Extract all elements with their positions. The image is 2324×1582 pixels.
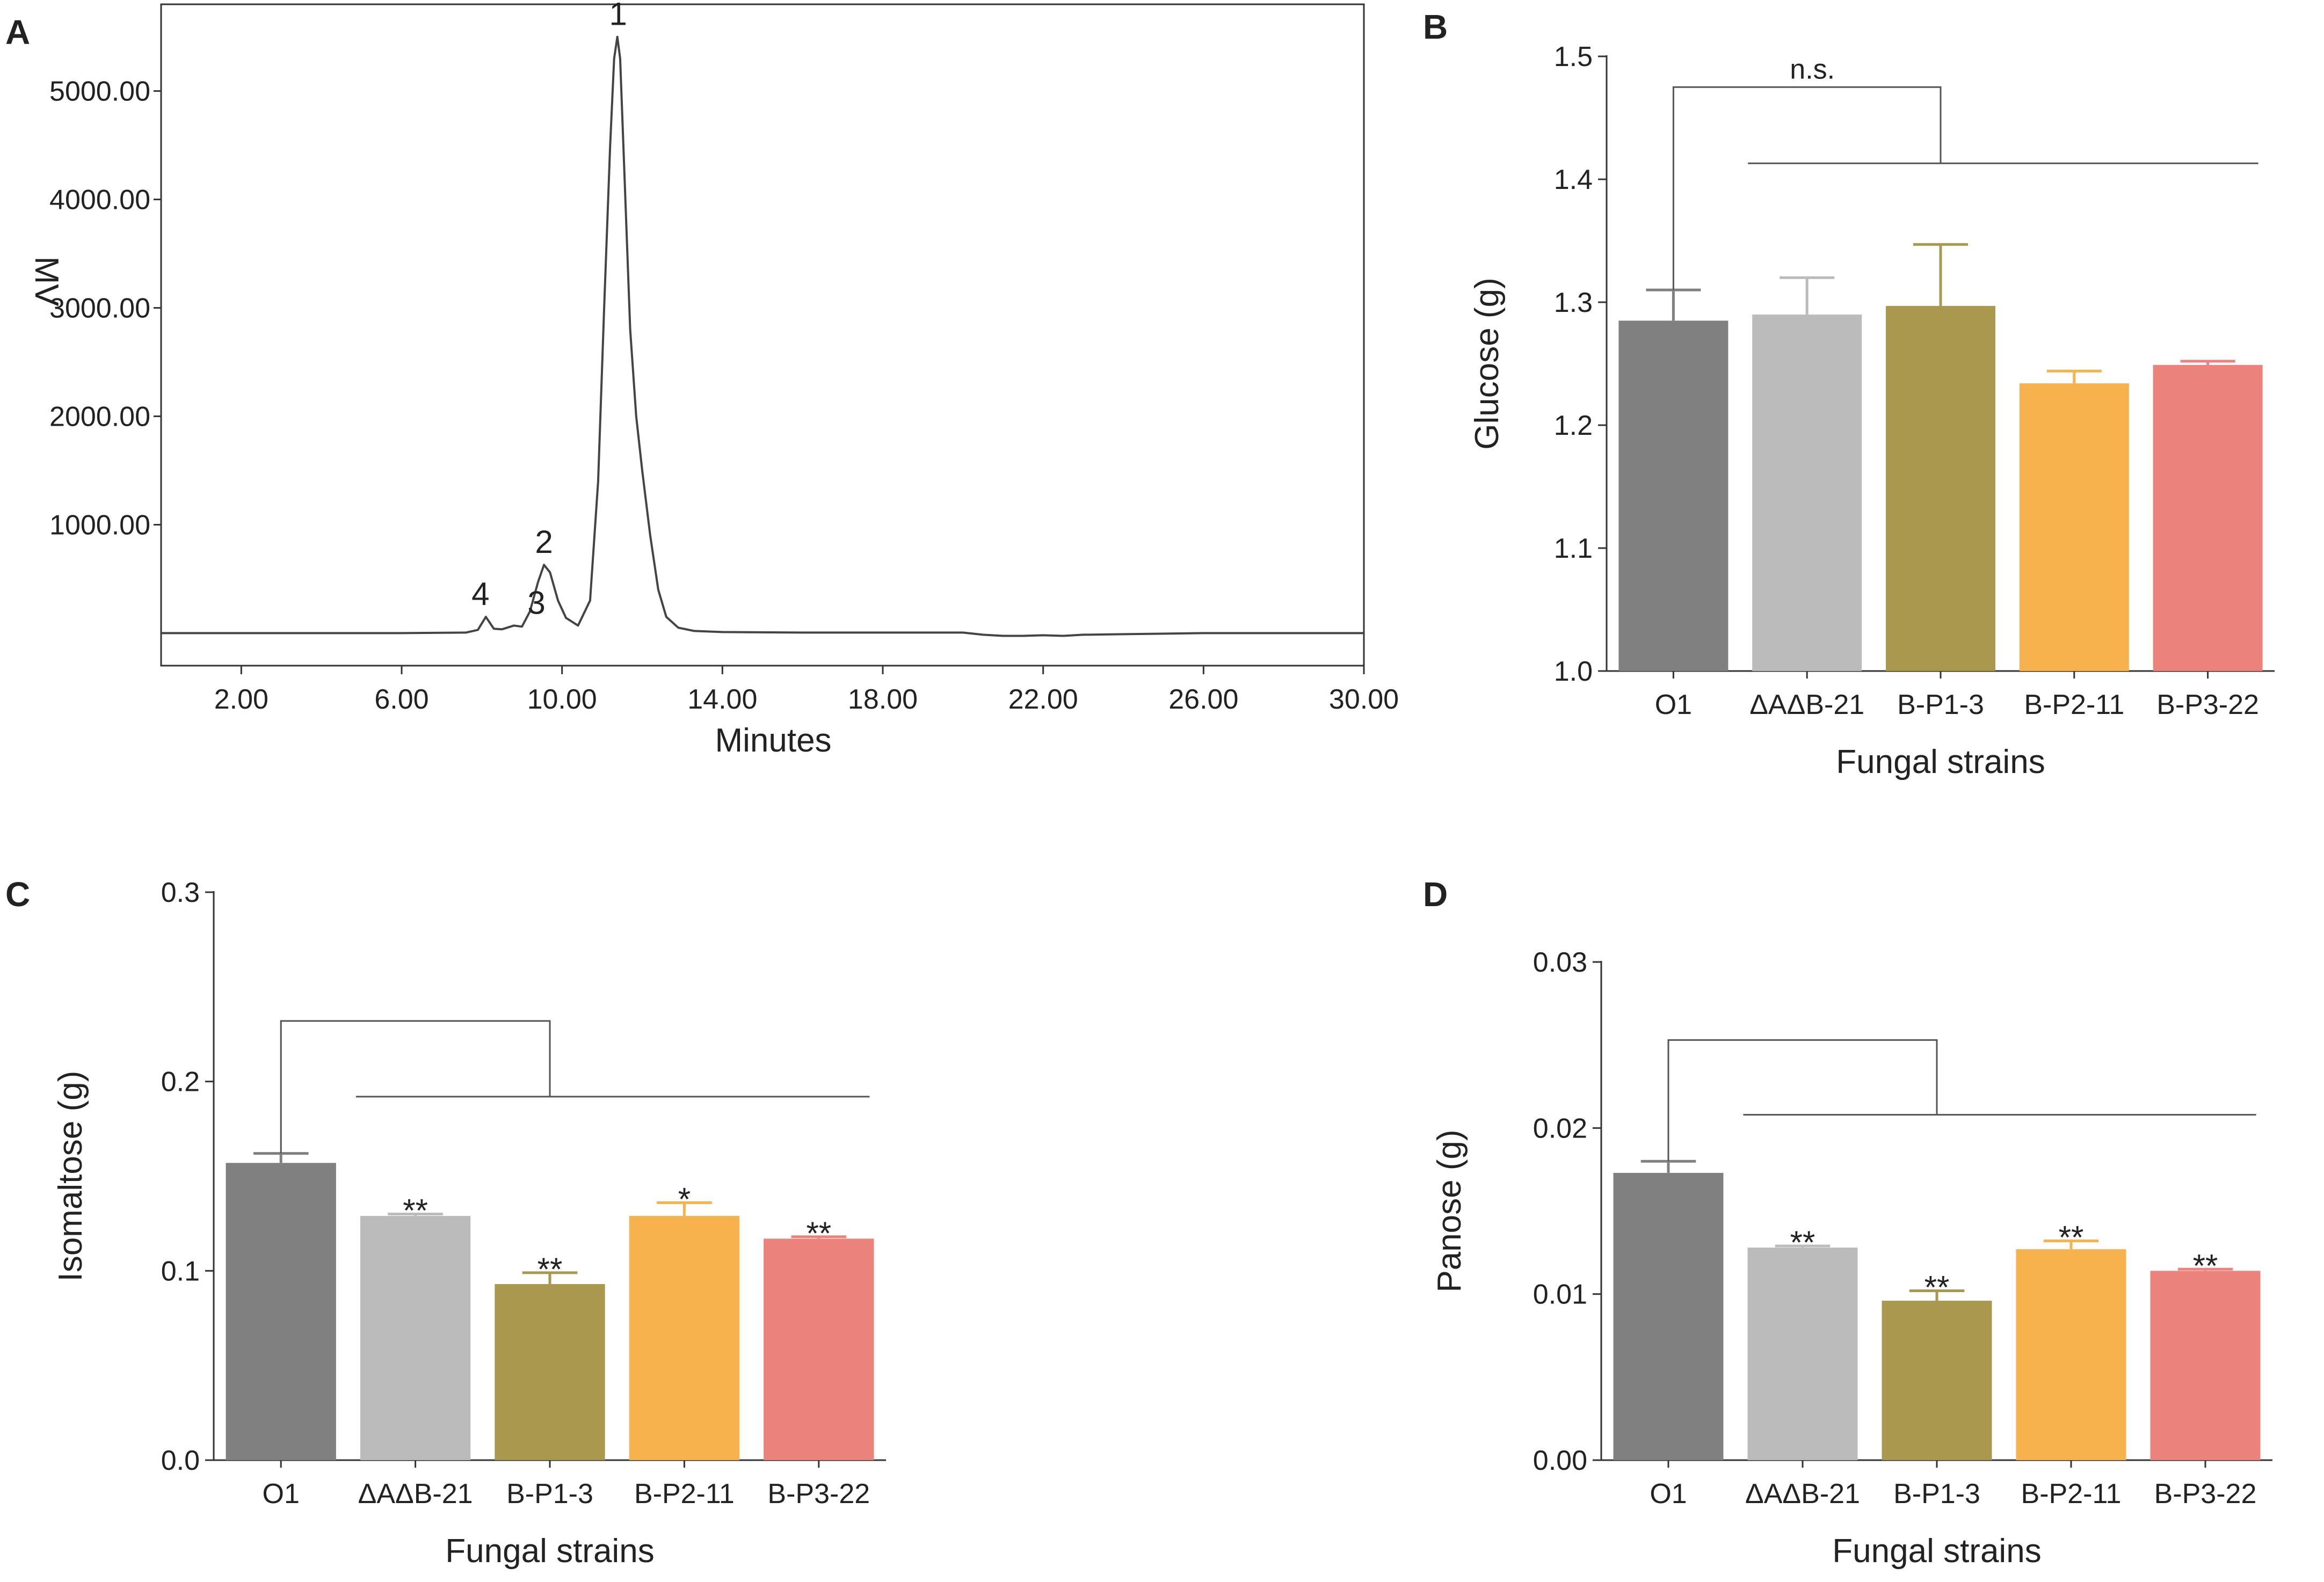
bar	[360, 1216, 471, 1460]
x-tick-label: ΔAΔB-21	[1745, 1478, 1860, 1510]
significance-mark: **	[1790, 1224, 1815, 1260]
significance-mark: *	[678, 1181, 691, 1217]
x-axis-title: Fungal strains	[1836, 743, 2045, 781]
y-axis-title: MV	[28, 257, 65, 307]
bracket-label: n.s.	[1790, 54, 1835, 85]
y-tick-label: 1.3	[1554, 287, 1593, 318]
x-tick-label: B-P2-11	[2021, 1478, 2122, 1510]
x-tick-label: 26.00	[1168, 684, 1238, 715]
bar	[495, 1284, 605, 1460]
bar	[226, 1163, 336, 1460]
bar	[764, 1238, 874, 1460]
y-tick-label: 4000.00	[49, 185, 150, 216]
y-tick-label: 1.4	[1554, 164, 1593, 195]
x-tick-label: 22.00	[1008, 684, 1078, 715]
bar	[2153, 364, 2263, 671]
x-tick-label: B-P2-11	[634, 1478, 735, 1510]
panel-label-a: A	[5, 13, 30, 52]
x-tick-label: B-P3-22	[2154, 1478, 2257, 1510]
y-axis-title: Panose (g)	[1431, 1129, 1468, 1292]
comparison-bracket	[1672, 86, 1942, 290]
peak-label: 3	[527, 585, 545, 621]
bar	[1752, 314, 1862, 671]
y-tick-label: 0.1	[161, 1256, 200, 1287]
y-tick-label: 0.02	[1533, 1113, 1587, 1144]
significance-mark: **	[1924, 1269, 1950, 1305]
chromatogram-trace	[161, 35, 1364, 637]
bar	[1618, 320, 1729, 671]
panel-label-d: D	[1423, 875, 1448, 914]
y-tick-label: 1.5	[1554, 41, 1593, 72]
x-tick-label: O1	[1655, 689, 1692, 720]
x-axis-title: Minutes	[715, 722, 831, 759]
y-tick-label: 0.3	[161, 877, 200, 908]
significance-mark: **	[2193, 1248, 2218, 1284]
peak-label: 2	[535, 524, 553, 560]
y-tick-label: 0.0	[161, 1445, 200, 1476]
y-tick-label: 1.0	[1554, 656, 1593, 687]
x-axis-title: Fungal strains	[445, 1533, 654, 1570]
x-tick-label: B-P2-11	[2024, 689, 2124, 720]
x-tick-label: B-P3-22	[767, 1478, 870, 1510]
x-tick-label: 6.00	[374, 684, 429, 715]
x-tick-label: ΔAΔB-21	[1749, 689, 1864, 720]
y-tick-label: 2000.00	[49, 401, 150, 432]
significance-mark: **	[806, 1215, 831, 1251]
y-tick-label: 3000.00	[49, 293, 150, 324]
plot-frame	[160, 3, 1365, 667]
x-tick-label: 18.00	[848, 684, 918, 715]
significance-mark: **	[2059, 1220, 2084, 1256]
y-axis-title: Isomaltose (g)	[52, 1071, 89, 1282]
y-tick-label: 1.1	[1554, 533, 1593, 564]
y-tick-label: 0.01	[1533, 1279, 1587, 1310]
bar	[2019, 383, 2129, 671]
y-axis-title: Glucose (g)	[1469, 278, 1506, 449]
panel-label-c: C	[5, 875, 30, 914]
bar	[1885, 305, 1996, 671]
x-tick-label: 14.00	[687, 684, 757, 715]
bar	[629, 1216, 740, 1460]
y-tick-label: 1000.00	[49, 509, 150, 541]
y-tick-label: 0.2	[161, 1067, 200, 1098]
bar	[1882, 1301, 1992, 1460]
x-tick-label: 2.00	[214, 684, 268, 715]
significance-mark: **	[403, 1193, 428, 1229]
y-tick-label: 0.00	[1533, 1445, 1587, 1476]
x-tick-label: ΔAΔB-21	[358, 1478, 473, 1510]
panose-bar-chart: 0.00 0.01 0.02 0.03 O1 ΔAΔB-21 ** B-P1-3 ** B-P2-…	[1431, 947, 2272, 1570]
x-tick-label: B-P1-3	[1897, 689, 1984, 720]
x-tick-label: 10.00	[527, 684, 597, 715]
isomaltose-bar-chart: 0.0 0.1 0.2 0.3 O1 ΔAΔB-21 ** B-P1-3 ** B-P2-11 * B…	[52, 877, 886, 1570]
x-tick-label: B-P1-3	[506, 1478, 593, 1510]
peak-label: 4	[471, 576, 489, 612]
significance-mark: **	[538, 1251, 563, 1287]
y-tick-label: 5000.00	[49, 76, 150, 107]
bar	[2150, 1271, 2261, 1460]
comparison-bracket	[1667, 1039, 1938, 1162]
bar	[1747, 1248, 1858, 1460]
bar	[1613, 1172, 1724, 1460]
peak-label: 1	[609, 0, 627, 32]
panel-label-b: B	[1423, 8, 1448, 46]
comparison-bracket	[280, 1020, 551, 1154]
y-tick-label: 1.2	[1554, 410, 1593, 441]
bar	[2016, 1249, 2126, 1460]
y-tick-label: 0.03	[1533, 947, 1587, 978]
glucose-bar-chart: 1.0 1.1 1.2 1.3 1.4 1.5 O1 ΔAΔB-21 B-P1-3 B-P2-11…	[1469, 41, 2275, 781]
x-tick-label: O1	[263, 1478, 300, 1510]
x-tick-label: O1	[1650, 1478, 1687, 1510]
x-tick-label: 30.00	[1329, 684, 1399, 715]
x-axis-title: Fungal strains	[1832, 1533, 2041, 1570]
chromatogram-panel: 1000.00 2000.00 3000.00 4000.00 5000.00 2.00 6…	[28, 0, 1399, 759]
x-tick-label: B-P1-3	[1893, 1478, 1980, 1510]
x-tick-label: B-P3-22	[2156, 689, 2259, 720]
